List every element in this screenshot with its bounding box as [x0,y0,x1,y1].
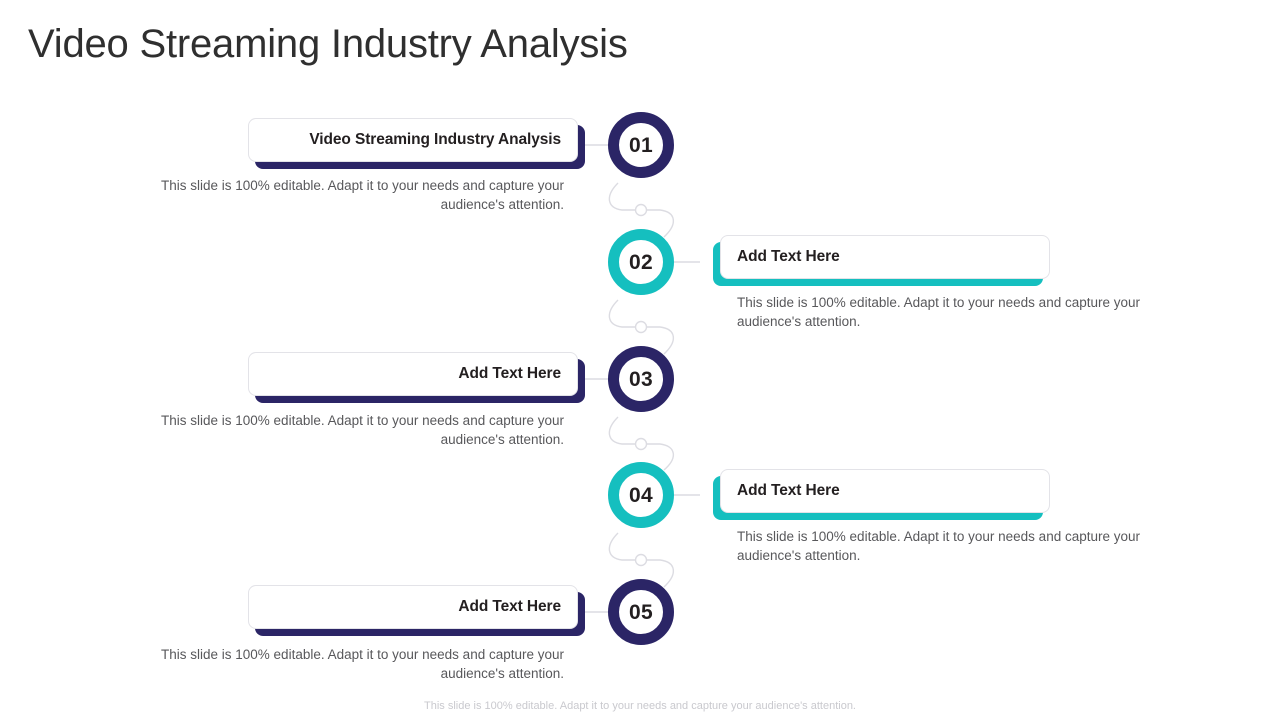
card-box-05[interactable]: Add Text Here [248,585,578,629]
step-body-04: This slide is 100% editable. Adapt it to… [737,529,1140,563]
step-number-label-04: 04 [629,483,653,507]
step-card-03[interactable]: Add Text Here [248,352,585,403]
card-title-02: Add Text Here [737,248,840,265]
step-body-05: This slide is 100% editable. Adapt it to… [161,647,564,681]
card-title-01: Video Streaming Industry Analysis [309,131,561,148]
footer-note: This slide is 100% editable. Adapt it to… [424,700,856,712]
step-card-05[interactable]: Add Text Here [248,585,585,636]
step-number-circle-04[interactable]: 04 [608,462,674,528]
card-title-03: Add Text Here [458,365,561,382]
step-number-label-02: 02 [629,250,653,274]
step-number-circle-01[interactable]: 01 [608,112,674,178]
connector-node-04-05 [634,553,648,567]
step-number-circle-02[interactable]: 02 [608,229,674,295]
step-body-02: This slide is 100% editable. Adapt it to… [737,295,1140,329]
step-number-label-03: 03 [629,367,653,391]
connector-node-01-02 [634,203,648,217]
step-number-circle-05[interactable]: 05 [608,579,674,645]
card-title-05: Add Text Here [458,598,561,615]
step-body-03: This slide is 100% editable. Adapt it to… [161,413,564,447]
step-card-02[interactable]: Add Text Here [713,235,1050,286]
step-card-04[interactable]: Add Text Here [713,469,1050,520]
connector-node-02-03 [634,320,648,334]
card-title-04: Add Text Here [737,482,840,499]
card-box-01[interactable]: Video Streaming Industry Analysis [248,118,578,162]
card-box-02[interactable]: Add Text Here [720,235,1050,279]
step-number-circle-03[interactable]: 03 [608,346,674,412]
connector-node-03-04 [634,437,648,451]
step-number-label-01: 01 [629,133,653,157]
card-box-04[interactable]: Add Text Here [720,469,1050,513]
step-number-label-05: 05 [629,600,653,624]
page-title: Video Streaming Industry Analysis [28,22,628,66]
step-body-01: This slide is 100% editable. Adapt it to… [161,178,564,212]
step-card-01[interactable]: Video Streaming Industry Analysis [248,118,585,169]
card-box-03[interactable]: Add Text Here [248,352,578,396]
